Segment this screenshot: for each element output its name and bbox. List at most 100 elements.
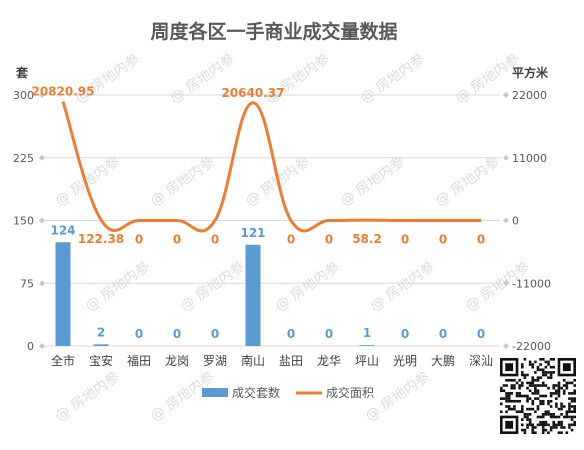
y-left-tick-label: 150 <box>13 215 34 228</box>
qr-module <box>526 386 529 390</box>
qr-module <box>539 368 542 372</box>
qr-module <box>549 365 553 369</box>
qr-module <box>534 392 537 395</box>
qr-module <box>534 371 537 374</box>
qr-module <box>531 378 535 382</box>
line-value-label: 0 <box>401 233 409 247</box>
qr-module <box>541 431 545 434</box>
watermark-text: @ 房地内参 <box>357 50 428 107</box>
y-right-tick-marker <box>503 92 509 98</box>
qr-module <box>547 363 550 366</box>
qr-module <box>539 423 542 427</box>
qr-module <box>547 386 550 390</box>
x-tick-label: 坪山 <box>355 354 379 368</box>
qr-module <box>555 405 558 408</box>
qr-module <box>505 378 508 382</box>
line-series <box>61 101 481 233</box>
qr-module <box>562 378 566 382</box>
x-tick-label: 盐田 <box>279 354 303 368</box>
qr-module <box>534 389 537 393</box>
line-value-label: 0 <box>211 233 219 247</box>
y-left-ticks: 0 75 150 225 300 <box>13 89 45 353</box>
qr-module <box>531 426 535 429</box>
qr-module <box>573 420 576 424</box>
qr-module <box>557 431 561 434</box>
qr-module <box>549 428 553 432</box>
qr-module <box>560 426 563 429</box>
qr-module <box>547 402 550 406</box>
y-left-axis-label: 套 <box>15 65 29 80</box>
qr-module <box>568 397 571 400</box>
qr-module <box>552 423 556 427</box>
qr-module <box>539 363 542 366</box>
qr-module <box>528 413 532 416</box>
bar-value-label: 121 <box>240 226 265 240</box>
qr-module <box>531 381 535 385</box>
qr-module <box>544 423 548 427</box>
qr-module <box>536 415 540 419</box>
line-path <box>61 101 481 233</box>
qr-module <box>500 389 503 393</box>
qr-module <box>544 410 548 414</box>
qr-module <box>515 392 519 395</box>
y-right-ticks: 22000 11000 0 -11000 -22000 <box>503 89 551 353</box>
line-value-label: 0 <box>135 233 143 247</box>
y-right-tick-label: 11000 <box>512 152 547 165</box>
qr-module <box>557 423 561 427</box>
qr-module <box>500 402 503 406</box>
qr-module <box>552 371 556 374</box>
qr-module <box>531 431 535 434</box>
qr-module <box>531 365 535 369</box>
qr-module <box>573 384 576 387</box>
qr-module <box>518 386 521 390</box>
y-right-tick-label: -11000 <box>512 277 551 290</box>
qr-module <box>568 402 571 406</box>
qr-code <box>500 358 576 434</box>
qr-module <box>541 394 545 398</box>
watermark-text: @ 房地内参 <box>147 153 218 210</box>
qr-module <box>536 392 540 395</box>
qr-module <box>539 358 542 361</box>
qr-module <box>531 423 535 427</box>
qr-module <box>547 410 550 414</box>
qr-module <box>541 415 545 419</box>
qr-module <box>523 431 527 434</box>
qr-module <box>520 418 524 421</box>
qr-module <box>552 358 556 361</box>
qr-module <box>510 386 514 390</box>
line-value-label: 0 <box>477 233 485 247</box>
qr-module <box>560 402 563 406</box>
qr-module <box>526 423 529 427</box>
qr-module <box>518 378 521 382</box>
qr-module <box>549 415 553 419</box>
qr-module <box>570 423 574 427</box>
qr-module <box>520 405 524 408</box>
qr-module <box>562 415 566 419</box>
qr-module <box>513 405 516 408</box>
x-tick-label: 深汕 <box>469 354 493 368</box>
qr-module <box>570 405 574 408</box>
qr-module <box>560 413 563 416</box>
qr-module <box>560 423 563 427</box>
y-left-tick-label: 225 <box>13 152 34 165</box>
qr-module <box>520 381 524 385</box>
qr-module <box>510 392 514 395</box>
qr-module <box>523 373 527 377</box>
qr-module <box>549 394 553 398</box>
qr-module <box>513 378 516 382</box>
y-left-tick-marker <box>39 343 45 349</box>
qr-module <box>560 386 563 390</box>
legend: 成交套数 成交面积 <box>202 385 374 400</box>
x-tick-label: 南山 <box>241 353 265 368</box>
line-value-label: 0 <box>287 233 295 247</box>
qr-module <box>549 376 553 379</box>
qr-module <box>531 392 535 395</box>
qr-module <box>570 381 574 385</box>
qr-module <box>544 365 548 369</box>
y-right-tick-label: -22000 <box>512 340 551 353</box>
qr-module <box>523 358 527 361</box>
qr-module <box>510 407 514 411</box>
qr-module <box>573 378 576 382</box>
qr-module <box>536 368 540 372</box>
qr-finder <box>505 420 514 429</box>
